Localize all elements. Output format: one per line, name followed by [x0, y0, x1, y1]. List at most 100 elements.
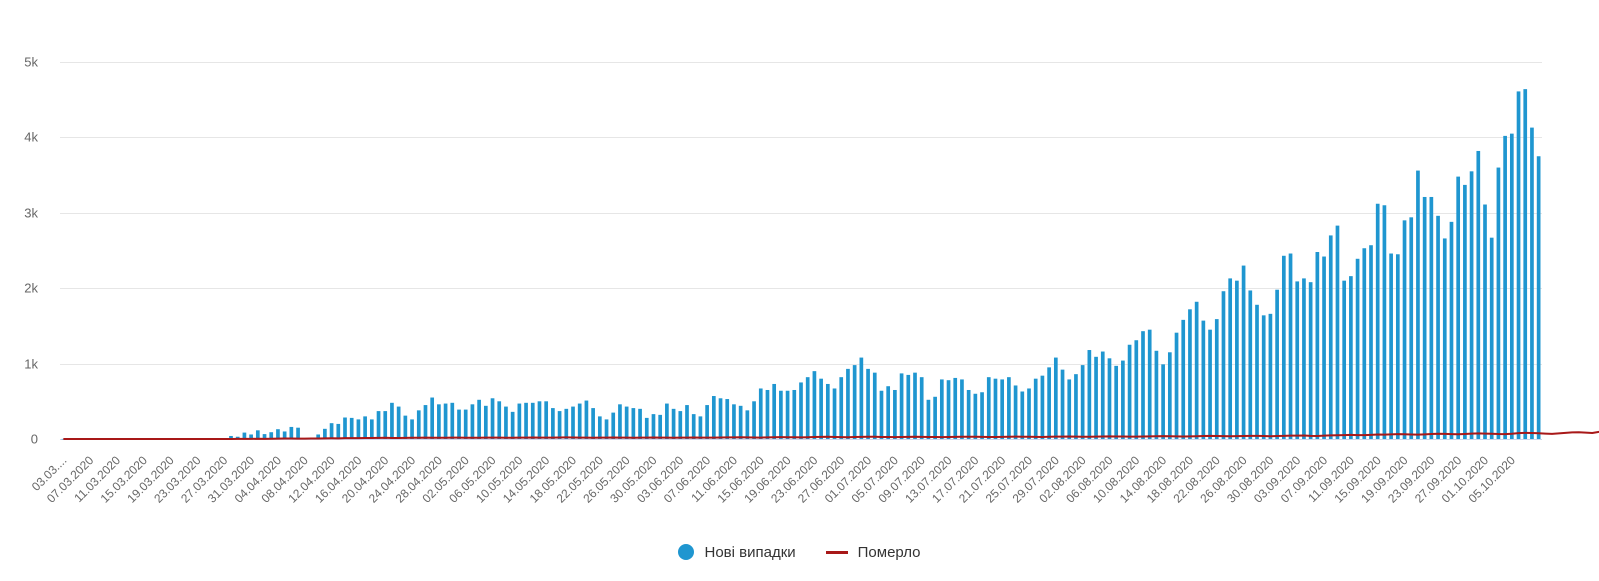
new-cases-bar[interactable] — [939, 379, 944, 439]
new-cases-bar[interactable] — [289, 426, 294, 439]
new-cases-bar[interactable] — [1302, 278, 1306, 439]
new-cases-bar[interactable] — [1503, 135, 1507, 439]
new-cases-bar[interactable] — [1349, 276, 1353, 439]
new-cases-bar[interactable] — [403, 415, 408, 439]
legend-item-new-cases[interactable]: Нові випадки — [678, 544, 796, 561]
new-cases-bar[interactable] — [986, 377, 991, 439]
new-cases-bar[interactable] — [363, 416, 367, 439]
new-cases-bar[interactable] — [430, 397, 435, 439]
new-cases-bar[interactable] — [765, 389, 770, 439]
new-cases-bar[interactable] — [913, 372, 917, 439]
new-cases-bar[interactable] — [846, 368, 850, 439]
new-cases-bar[interactable] — [443, 403, 448, 439]
new-cases-bar[interactable] — [296, 427, 300, 439]
new-cases-bar[interactable] — [1221, 291, 1226, 439]
new-cases-bar[interactable] — [416, 410, 421, 439]
new-cases-bar[interactable] — [1456, 176, 1461, 440]
new-cases-bar[interactable] — [1295, 281, 1300, 439]
new-cases-bar[interactable] — [1402, 220, 1407, 439]
new-cases-bar[interactable] — [262, 434, 267, 439]
new-cases-bar[interactable] — [1020, 391, 1025, 440]
new-cases-bar[interactable] — [799, 382, 803, 439]
new-cases-bar[interactable] — [725, 399, 730, 439]
new-cases-bar[interactable] — [517, 403, 522, 439]
new-cases-bar[interactable] — [658, 414, 663, 439]
new-cases-bar[interactable] — [1342, 280, 1347, 439]
new-cases-bar[interactable] — [906, 374, 911, 439]
new-cases-bar[interactable] — [1060, 369, 1065, 439]
new-cases-bar[interactable] — [1100, 351, 1105, 439]
new-cases-bar[interactable] — [960, 379, 964, 439]
new-cases-bar[interactable] — [1322, 256, 1326, 439]
new-cases-bar[interactable] — [1362, 248, 1367, 439]
new-cases-bar[interactable] — [544, 401, 549, 439]
new-cases-bar[interactable] — [839, 377, 844, 439]
new-cases-bar[interactable] — [1107, 358, 1112, 439]
new-cases-bar[interactable] — [973, 393, 978, 439]
new-cases-bar[interactable] — [1027, 388, 1031, 439]
new-cases-bar[interactable] — [242, 432, 247, 439]
new-cases-bar[interactable] — [437, 404, 441, 439]
new-cases-bar[interactable] — [1288, 253, 1293, 439]
new-cases-bar[interactable] — [1194, 301, 1199, 439]
new-cases-bar[interactable] — [1315, 252, 1320, 439]
new-cases-bar[interactable] — [1255, 304, 1259, 439]
new-cases-bar[interactable] — [376, 411, 381, 439]
new-cases-bar[interactable] — [1530, 127, 1534, 439]
new-cases-bar[interactable] — [383, 411, 388, 439]
new-cases-bar[interactable] — [1154, 350, 1159, 439]
new-cases-bar[interactable] — [1489, 237, 1494, 439]
new-cases-bar[interactable] — [396, 406, 401, 439]
new-cases-bar[interactable] — [504, 406, 508, 439]
new-cases-bar[interactable] — [1442, 238, 1447, 439]
new-cases-bar[interactable] — [524, 402, 528, 439]
new-cases-bar[interactable] — [410, 419, 414, 439]
new-cases-bar[interactable] — [477, 399, 481, 439]
new-cases-bar[interactable] — [323, 428, 327, 439]
new-cases-bar[interactable] — [1241, 265, 1246, 439]
new-cases-bar[interactable] — [993, 378, 998, 439]
new-cases-bar[interactable] — [463, 409, 468, 439]
new-cases-bar[interactable] — [1047, 367, 1051, 439]
new-cases-bar[interactable] — [1114, 365, 1119, 439]
new-cases-bar[interactable] — [792, 389, 797, 439]
new-cases-bar[interactable] — [1308, 282, 1313, 439]
new-cases-bar[interactable] — [1516, 91, 1521, 439]
new-cases-bar[interactable] — [1127, 344, 1132, 439]
new-cases-bar[interactable] — [671, 408, 676, 439]
new-cases-bar[interactable] — [825, 383, 830, 439]
new-cases-bar[interactable] — [926, 399, 931, 439]
new-cases-bar[interactable] — [423, 405, 428, 439]
new-cases-bar[interactable] — [1416, 170, 1420, 439]
new-cases-bar[interactable] — [470, 404, 475, 439]
new-cases-bar[interactable] — [1201, 320, 1206, 439]
new-cases-bar[interactable] — [1469, 171, 1474, 439]
new-cases-bar[interactable] — [886, 386, 891, 439]
new-cases-bar[interactable] — [551, 408, 555, 439]
new-cases-bar[interactable] — [530, 402, 535, 439]
new-cases-bar[interactable] — [249, 434, 253, 439]
new-cases-bar[interactable] — [1235, 280, 1239, 439]
new-cases-bar[interactable] — [1375, 203, 1380, 439]
new-cases-bar[interactable] — [1476, 150, 1481, 439]
new-cases-bar[interactable] — [698, 416, 703, 439]
new-cases-bar[interactable] — [349, 417, 354, 439]
new-cases-bar[interactable] — [1409, 217, 1414, 439]
new-cases-bar[interactable] — [611, 412, 616, 439]
new-cases-bar[interactable] — [953, 377, 958, 439]
new-cases-bar[interactable] — [1053, 357, 1058, 439]
new-cases-bar[interactable] — [1080, 365, 1085, 439]
new-cases-bar[interactable] — [269, 432, 274, 439]
new-cases-bar[interactable] — [584, 400, 589, 439]
new-cases-bar[interactable] — [457, 409, 461, 439]
new-cases-bar[interactable] — [356, 419, 361, 439]
new-cases-bar[interactable] — [1174, 332, 1179, 439]
new-cases-bar[interactable] — [490, 398, 495, 439]
new-cases-bar[interactable] — [229, 435, 233, 439]
new-cases-bar[interactable] — [1449, 221, 1454, 439]
new-cases-bar[interactable] — [1369, 245, 1373, 439]
new-cases-bar[interactable] — [1134, 340, 1139, 439]
new-cases-bar[interactable] — [899, 373, 904, 439]
new-cases-bar[interactable] — [631, 408, 636, 439]
new-cases-bar[interactable] — [644, 417, 649, 439]
